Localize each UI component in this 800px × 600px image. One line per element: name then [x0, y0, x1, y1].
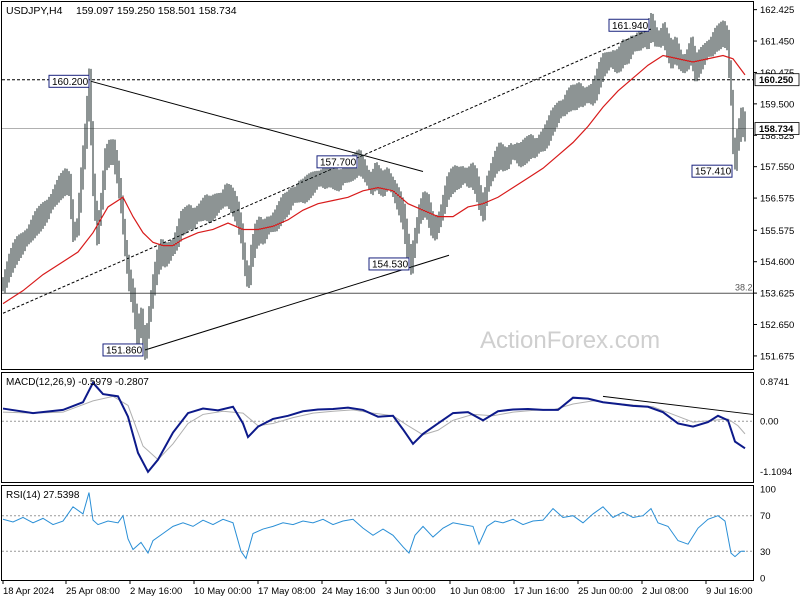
time-axis-label: 17 May 08:00	[258, 586, 316, 597]
price-axis-label: 156.575	[760, 194, 794, 205]
time-axis-label: 9 Jul 16:00	[706, 586, 752, 597]
rsi-axis-label: 30	[760, 547, 771, 558]
channel-trendline	[2, 27, 654, 314]
price-annotation-box	[608, 18, 650, 32]
macd-axis-label: 0.00	[760, 417, 779, 428]
macd-trendline	[602, 395, 754, 415]
axes: 162.425161.450160.475159.500158.525157.5…	[2, 5, 800, 597]
time-axis-label: 3 Jun 00:00	[386, 586, 436, 597]
time-axis-label: 25 Jun 00:00	[578, 586, 633, 597]
fibonacci-label: 38.2	[735, 282, 753, 292]
rsi-panel	[1, 485, 754, 581]
price-annotation-label: 161.940	[612, 21, 649, 32]
rsi-title: RSI(14) 27.5398	[6, 490, 80, 501]
watermark: ActionForex.com	[480, 327, 660, 354]
price-axis-label: 162.425	[760, 5, 794, 16]
price-annotation-box	[691, 164, 733, 178]
macd-axis-label: -1.1094	[760, 467, 792, 478]
price-annotation-box	[48, 74, 90, 88]
time-axis-label: 10 May 00:00	[194, 586, 252, 597]
price-level-tag	[754, 122, 800, 135]
macd-panel	[1, 372, 754, 483]
time-axis-label: 2 Jul 08:00	[642, 586, 688, 597]
time-axis-label: 25 Apr 08:00	[66, 586, 120, 597]
price-axis-label: 157.550	[760, 162, 794, 173]
price-panel	[1, 1, 754, 370]
price-annotation-label: 154.530	[372, 259, 409, 270]
macd-chart	[2, 381, 754, 474]
price-axis-label: 152.650	[760, 320, 794, 331]
rsi-line	[2, 492, 745, 560]
price-axis-label: 155.575	[760, 226, 794, 237]
price-annotation-box	[102, 343, 144, 357]
price-axis-label: 154.600	[760, 257, 794, 268]
time-axis-label: 2 May 16:00	[130, 586, 182, 597]
price-axis-label: 153.625	[760, 289, 794, 300]
rsi-axis-label: 0	[760, 574, 765, 585]
rsi-axis-label: 100	[760, 485, 776, 496]
rsi-chart	[2, 492, 753, 560]
price-annotation-label: 151.860	[106, 345, 143, 356]
price-axis-label: 158.525	[760, 131, 794, 142]
price-chart: 38.2 160.200 161.940 157.700 154.530 151.860 1…	[2, 13, 753, 360]
price-axis-label: 161.450	[760, 37, 794, 48]
rsi-axis-label: 70	[760, 511, 771, 522]
header-symbol: USDJPY,H4	[6, 5, 63, 17]
trendline	[144, 254, 450, 351]
time-axis-label: 18 Apr 2024	[3, 586, 54, 597]
macd-title: MACD(12,26,9) -0.5979 -0.2807	[6, 377, 149, 388]
time-axis-label: 17 Jun 16:00	[514, 586, 569, 597]
price-annotation-label: 157.410	[695, 167, 732, 178]
moving-average-line	[2, 54, 746, 305]
price-axis-label: 151.675	[760, 351, 794, 362]
header-ohlc: 159.097 159.250 158.501 158.734	[76, 5, 237, 17]
time-axis-label: 24 May 16:00	[322, 586, 380, 597]
price-annotation-box	[368, 257, 410, 271]
macd-axis-label: 0.8741	[760, 377, 789, 388]
macd-line	[2, 381, 746, 474]
price-annotation-label: 157.700	[320, 157, 357, 168]
time-axis-label: 10 Jun 08:00	[450, 586, 505, 597]
price-level-tag	[754, 73, 800, 87]
price-axis-label: 159.500	[760, 99, 794, 110]
trendline	[90, 80, 424, 172]
price-annotation-label: 160.200	[52, 77, 89, 88]
price-level-tag-label: 160.250	[759, 75, 793, 86]
price-level-tag-label: 158.734	[759, 124, 794, 135]
price-annotation-box	[316, 155, 358, 169]
